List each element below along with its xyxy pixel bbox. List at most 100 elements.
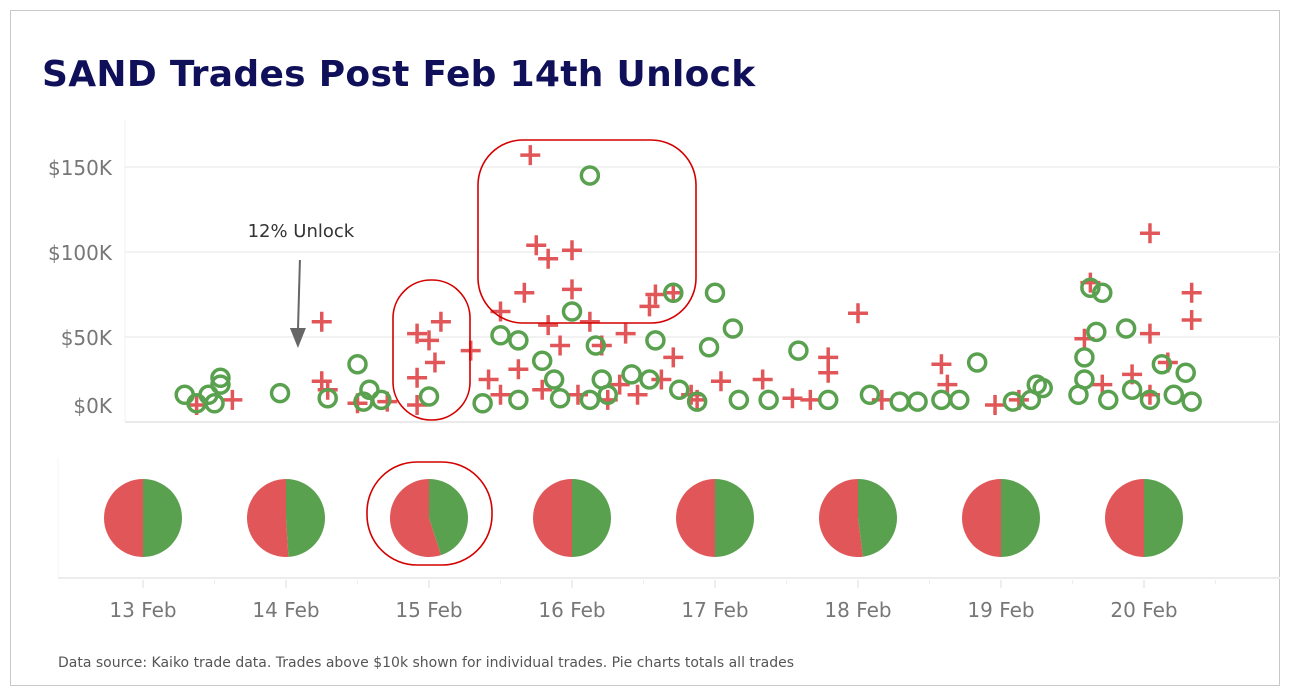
- buy-trade-point: [1002, 391, 1024, 412]
- pie-14-feb: [247, 479, 326, 557]
- x-tick-label: 19 Feb: [967, 598, 1034, 622]
- buy-trade-point: [1139, 389, 1161, 411]
- buy-trade-point: [210, 367, 231, 389]
- buy-trade-point: [728, 389, 750, 411]
- sell-trade-point: [550, 335, 571, 356]
- buy-trade-point: [949, 389, 970, 411]
- sell-trade-point: [710, 371, 731, 392]
- pie-17-feb: [676, 479, 754, 557]
- sell-trade-point: [818, 362, 839, 383]
- highlight-box-15feb-trades: [392, 279, 471, 421]
- buy-trade-point: [579, 165, 601, 186]
- sell-trade-point: [1181, 282, 1202, 303]
- buy-trade-point: [1074, 369, 1095, 390]
- sell-trade-point: [430, 311, 451, 332]
- buy-trade-point: [1086, 321, 1107, 343]
- buy-trade-point: [561, 301, 583, 322]
- annotation-label: 12% Unlock: [248, 221, 355, 242]
- sell-trade-point: [645, 284, 666, 305]
- pie-13-feb: [104, 479, 182, 557]
- buy-trade-point: [269, 382, 291, 404]
- buy-trade-point: [859, 384, 881, 406]
- pie-slice-green: [286, 479, 326, 557]
- buy-trade-point: [669, 379, 690, 400]
- pie-slice-green: [572, 479, 611, 557]
- pie-slice-red: [818, 479, 863, 557]
- pie-slice-red: [1105, 479, 1144, 557]
- pie-slice-green: [858, 479, 897, 557]
- sell-trade-point: [311, 311, 332, 332]
- buy-trade-point: [1175, 362, 1196, 383]
- sell-trade-point: [508, 359, 529, 380]
- buy-trade-point: [543, 369, 565, 390]
- buy-trade-point: [1080, 277, 1101, 298]
- sell-trade-point: [538, 315, 559, 336]
- buy-trade-point: [490, 325, 511, 346]
- buy-trade-point: [686, 391, 708, 412]
- buy-trade-point: [418, 386, 440, 407]
- buy-trade-point: [1163, 384, 1185, 406]
- buy-trade-point: [597, 384, 618, 406]
- buy-trade-point: [645, 330, 666, 351]
- buy-trade-point: [174, 384, 195, 406]
- y-tick-label: $50K: [61, 326, 113, 350]
- y-tick-label: $100K: [48, 241, 113, 265]
- buy-trade-point: [758, 389, 779, 411]
- pie-slice-green: [1144, 479, 1183, 557]
- x-tick-label: 14 Feb: [252, 598, 319, 622]
- buy-trade-point: [621, 364, 642, 385]
- buy-trade-point: [639, 369, 660, 390]
- buy-trade-point: [585, 335, 607, 356]
- highlight-box-large-trades: [477, 139, 697, 324]
- arrow-down-icon: [289, 328, 306, 348]
- sell-trade-point: [663, 282, 684, 303]
- buy-trade-point: [817, 389, 839, 411]
- buy-trade-point: [1026, 374, 1047, 395]
- sell-trade-point: [222, 389, 243, 410]
- buy-trade-point: [931, 389, 952, 411]
- buy-trade-point: [1151, 353, 1173, 375]
- sell-trade-point: [782, 388, 803, 409]
- highlight-box-15feb-pie: [366, 461, 493, 566]
- buy-trade-point: [663, 282, 684, 304]
- pie-slice-red: [390, 479, 442, 557]
- pie-slice-green: [143, 479, 182, 557]
- sell-trade-point: [937, 374, 958, 395]
- buy-trade-point: [788, 340, 809, 361]
- buy-trade-point: [508, 389, 529, 411]
- buy-trade-point: [347, 353, 368, 375]
- pie-20-feb: [1105, 479, 1183, 557]
- buy-trade-point: [966, 352, 988, 373]
- sell-trade-point: [651, 369, 672, 390]
- sell-trade-point: [407, 323, 428, 344]
- sell-trade-point: [532, 379, 553, 400]
- buy-trade-point: [704, 282, 726, 304]
- data-source-note: Data source: Kaiko trade data. Trades ab…: [58, 655, 795, 671]
- pie-slice-red: [676, 479, 715, 557]
- sell-trade-point: [1139, 323, 1160, 344]
- pie-slice-red: [962, 479, 1001, 557]
- sell-trade-point: [478, 369, 499, 390]
- sell-trade-point: [538, 248, 559, 269]
- x-tick-label: 16 Feb: [538, 598, 605, 622]
- x-tick-label: 13 Feb: [109, 598, 176, 622]
- sell-trade-point: [562, 240, 582, 261]
- pie-slice-red: [533, 479, 572, 557]
- buy-trade-point: [722, 318, 744, 339]
- pie-slice-red: [247, 479, 289, 557]
- pie-slice-green: [1001, 479, 1040, 557]
- pie-18-feb: [818, 479, 897, 557]
- sell-trade-point: [526, 235, 547, 256]
- buy-trade-point: [579, 389, 601, 411]
- buy-trade-point: [371, 389, 392, 411]
- buy-trade-point: [204, 393, 225, 414]
- buy-trade-point: [472, 393, 493, 414]
- annotation-arrow-shaft: [296, 259, 301, 333]
- sell-trade-point: [419, 330, 439, 351]
- buy-trade-point: [531, 350, 553, 372]
- sell-trade-point: [424, 352, 445, 373]
- buy-trade-point: [210, 374, 231, 395]
- buy-trade-point: [1121, 379, 1143, 400]
- buy-trade-point: [1092, 282, 1113, 304]
